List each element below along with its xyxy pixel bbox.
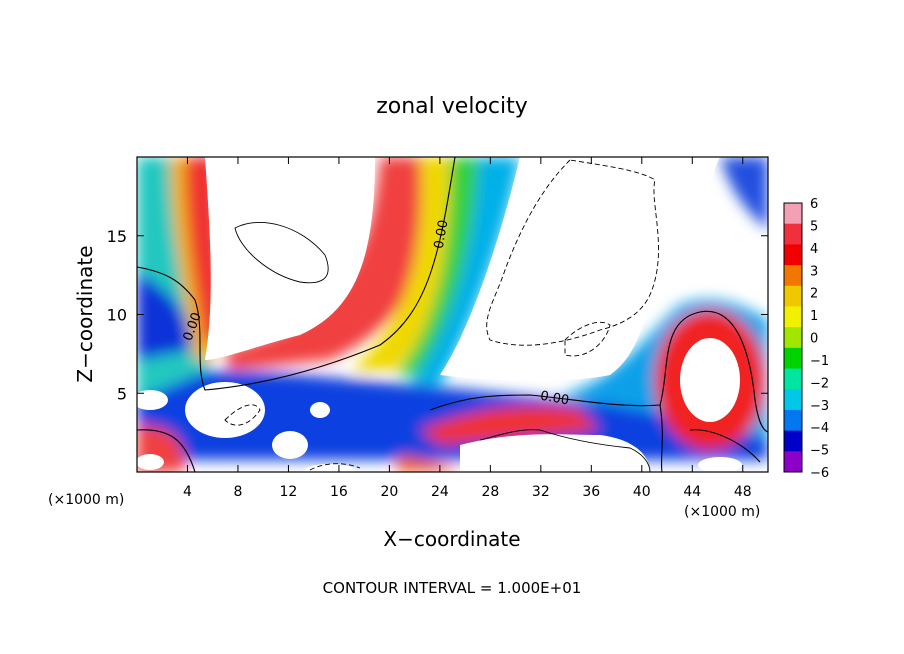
colorbar-swatch bbox=[784, 244, 802, 266]
x-axis-ticks: 4 8 12 16 20 24 28 32 36 40 44 48 bbox=[183, 157, 752, 500]
colorbar-tick-label: −6 bbox=[810, 466, 829, 481]
x-unit-right: (×1000 m) bbox=[684, 504, 760, 520]
colorbar-swatch bbox=[784, 327, 802, 349]
x-tick-label: 24 bbox=[431, 484, 449, 500]
contour-label-1: 0.00 bbox=[432, 219, 452, 250]
y-tick-label: 10 bbox=[107, 306, 127, 325]
colorbar-tick-label: 0 bbox=[810, 332, 818, 347]
colorbar-swatch bbox=[784, 306, 802, 328]
contour-positive-lower bbox=[479, 429, 651, 472]
x-tick-label: 8 bbox=[233, 484, 242, 500]
x-tick-label: 16 bbox=[330, 484, 348, 500]
x-tick-label: 28 bbox=[481, 484, 499, 500]
x-tick-label: 20 bbox=[380, 484, 398, 500]
colorbar-frame bbox=[783, 202, 803, 473]
x-tick-label: 48 bbox=[734, 484, 752, 500]
contour-zero-bottom-right bbox=[659, 404, 663, 472]
x-tick-label: 36 bbox=[582, 484, 600, 500]
colorbar-swatch bbox=[784, 203, 802, 225]
colorbar-swatch bbox=[784, 265, 802, 287]
colorbar-swatch bbox=[784, 409, 802, 432]
y-tick-label: 5 bbox=[117, 384, 127, 403]
x-unit-left: (×1000 m) bbox=[48, 492, 124, 508]
chart-title: zonal velocity bbox=[376, 94, 528, 119]
contour-positive-upper-left bbox=[234, 221, 329, 284]
contour-lines bbox=[137, 157, 768, 472]
y-axis-label: Z−coordinate bbox=[73, 245, 97, 382]
colorbar-tick-label: 3 bbox=[810, 264, 818, 279]
y-tick-label: 15 bbox=[107, 227, 127, 246]
colorbar-tick-label: −1 bbox=[810, 354, 829, 369]
colorbar-swatch bbox=[784, 285, 802, 307]
contour-zero-jet bbox=[429, 310, 768, 433]
contour-zero-lower-right bbox=[689, 429, 761, 463]
y-axis-ticks: 5 10 15 bbox=[107, 227, 768, 403]
colorbar-tick-label: 2 bbox=[810, 287, 818, 302]
x-axis-label: X−coordinate bbox=[383, 527, 520, 551]
plot-area bbox=[137, 157, 768, 472]
colorbar-tick-label: −4 bbox=[810, 421, 829, 436]
x-tick-label: 32 bbox=[532, 484, 550, 500]
contour-zero-upper bbox=[137, 157, 456, 391]
colorbar-swatch bbox=[784, 347, 802, 370]
contour-lines-negative bbox=[224, 159, 659, 471]
colorbar-tick-label: −3 bbox=[810, 399, 829, 414]
colorbar-swatch bbox=[784, 451, 802, 473]
colorbar-swatch bbox=[784, 368, 802, 390]
colorbar: 6 5 4 3 2 1 0 −1 −2 −3 −4 −5 −6 bbox=[783, 197, 829, 481]
colorbar-tick-label: −2 bbox=[810, 376, 829, 391]
colorbar-swatch bbox=[784, 389, 802, 411]
x-tick-label: 40 bbox=[633, 484, 651, 500]
x-tick-label: 4 bbox=[183, 484, 192, 500]
colorbar-tick-label: 4 bbox=[810, 242, 818, 257]
colorbar-tick-label: 6 bbox=[810, 197, 818, 212]
colorbar-tick-label: 5 bbox=[810, 219, 818, 234]
saturated-regions bbox=[137, 157, 742, 472]
x-tick-label: 44 bbox=[683, 484, 701, 500]
colorbar-tick-label: 1 bbox=[810, 309, 818, 324]
colorbar-tick-label: −5 bbox=[810, 444, 829, 459]
contour-label-3: 0.00 bbox=[539, 389, 570, 409]
colorbar-swatch bbox=[784, 430, 802, 452]
contour-zero-lower bbox=[137, 429, 196, 472]
x-tick-label: 12 bbox=[280, 484, 298, 500]
contour-interval-note: CONTOUR INTERVAL = 1.000E+01 bbox=[323, 579, 582, 597]
colorbar-swatch bbox=[784, 223, 802, 245]
